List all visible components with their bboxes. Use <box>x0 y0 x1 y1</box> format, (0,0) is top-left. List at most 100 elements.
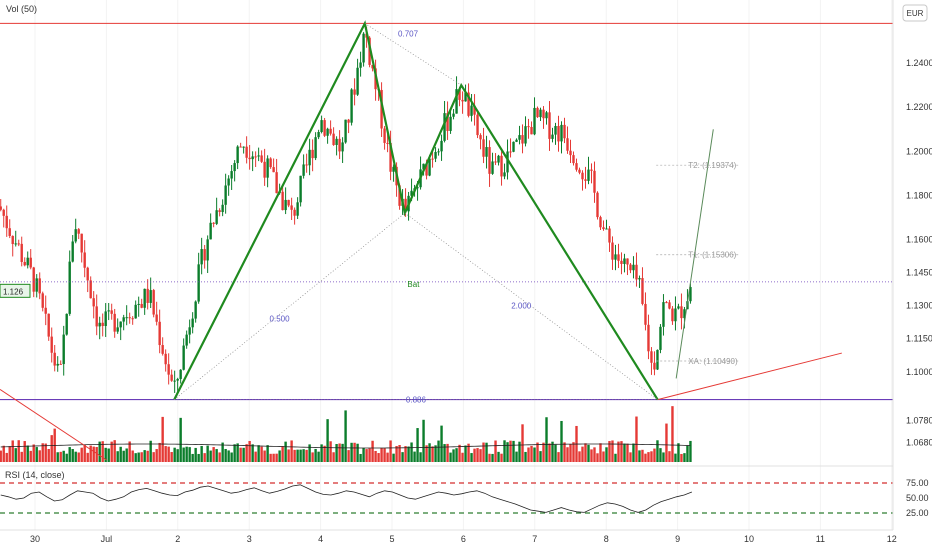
candle-body[interactable] <box>515 139 518 142</box>
candle-body[interactable] <box>638 278 641 280</box>
candle-body[interactable] <box>335 138 338 145</box>
candle-body[interactable] <box>371 64 374 69</box>
candle-body[interactable] <box>299 175 302 203</box>
candle-body[interactable] <box>602 227 605 230</box>
candle-body[interactable] <box>440 140 443 152</box>
candle-body[interactable] <box>173 380 176 382</box>
candle-body[interactable] <box>473 105 476 115</box>
candle-body[interactable] <box>632 264 635 271</box>
candle-body[interactable] <box>251 156 254 160</box>
candle-body[interactable] <box>86 267 89 281</box>
candle-body[interactable] <box>287 199 290 206</box>
candle-body[interactable] <box>677 306 680 309</box>
candle-body[interactable] <box>83 252 86 268</box>
candle-body[interactable] <box>242 146 245 148</box>
candle-body[interactable] <box>2 209 5 216</box>
candle-body[interactable] <box>269 158 272 168</box>
candle-body[interactable] <box>683 309 686 319</box>
candle-body[interactable] <box>74 229 77 242</box>
candle-body[interactable] <box>104 311 107 327</box>
candle-body[interactable] <box>350 89 353 123</box>
candle-body[interactable] <box>494 161 497 163</box>
candle-body[interactable] <box>281 191 284 211</box>
candle-body[interactable] <box>68 261 71 314</box>
candle-body[interactable] <box>200 249 203 265</box>
candle-body[interactable] <box>155 314 158 322</box>
candle-body[interactable] <box>353 89 356 95</box>
candle-body[interactable] <box>503 172 506 177</box>
candle-body[interactable] <box>614 254 617 260</box>
candle-body[interactable] <box>146 288 149 303</box>
candle-body[interactable] <box>140 303 143 308</box>
candle-body[interactable] <box>671 308 674 322</box>
candle-body[interactable] <box>590 169 593 171</box>
candle-body[interactable] <box>344 119 347 143</box>
candle-body[interactable] <box>536 107 539 118</box>
candle-body[interactable] <box>398 185 401 206</box>
candle-body[interactable] <box>593 170 596 193</box>
candle-body[interactable] <box>467 92 470 116</box>
candle-body[interactable] <box>266 158 269 178</box>
candle-body[interactable] <box>317 132 320 138</box>
candle-body[interactable] <box>452 113 455 117</box>
candle-body[interactable] <box>569 150 572 156</box>
candle-body[interactable] <box>323 120 326 136</box>
candle-body[interactable] <box>89 280 92 299</box>
candle-body[interactable] <box>674 308 677 322</box>
candle-body[interactable] <box>506 151 509 173</box>
candle-body[interactable] <box>425 163 428 176</box>
candle-body[interactable] <box>596 192 599 218</box>
candle-body[interactable] <box>215 210 218 224</box>
candle-body[interactable] <box>659 326 662 350</box>
candle-body[interactable] <box>239 146 242 148</box>
candle-body[interactable] <box>650 351 653 363</box>
harmonic-pattern[interactable]: 0.500 0.707 2.000 0.886 Bat T2: (1.19374) T1: … <box>173 20 739 405</box>
candle-body[interactable] <box>0 206 2 210</box>
candle-body[interactable] <box>617 254 620 261</box>
candle-body[interactable] <box>689 287 692 302</box>
candle-body[interactable] <box>533 107 536 135</box>
candle-body[interactable] <box>101 322 104 327</box>
candle-body[interactable] <box>653 362 656 370</box>
candle-body[interactable] <box>551 134 554 139</box>
candle-body[interactable] <box>134 304 137 319</box>
candle-body[interactable] <box>443 113 446 141</box>
candle-body[interactable] <box>59 363 62 365</box>
candle-body[interactable] <box>275 172 278 194</box>
candle-body[interactable] <box>311 149 314 159</box>
candle-body[interactable] <box>542 109 545 119</box>
candle-body[interactable] <box>332 133 335 145</box>
candle-body[interactable] <box>122 317 125 322</box>
candle-body[interactable] <box>182 345 185 370</box>
candle-body[interactable] <box>197 264 200 302</box>
candle-body[interactable] <box>635 264 638 280</box>
candle-body[interactable] <box>668 302 671 309</box>
candle-body[interactable] <box>500 155 503 177</box>
price-axis[interactable]: 1.2400 1.2200 1.2000 1.1800 1.1600 1.1450 1.13… <box>892 0 932 530</box>
candle-body[interactable] <box>341 142 344 152</box>
candle-body[interactable] <box>557 126 560 142</box>
candle-body[interactable] <box>272 167 275 173</box>
candle-body[interactable] <box>176 378 179 381</box>
candle-body[interactable] <box>302 164 305 176</box>
candle-body[interactable] <box>293 209 296 216</box>
candle-body[interactable] <box>17 243 20 245</box>
candle-body[interactable] <box>116 327 119 332</box>
candle-body[interactable] <box>62 334 65 365</box>
candle-body[interactable] <box>296 202 299 216</box>
candle-body[interactable] <box>170 374 173 381</box>
candle-body[interactable] <box>587 169 590 181</box>
candle-body[interactable] <box>314 137 317 159</box>
candle-body[interactable] <box>563 124 566 139</box>
candle-body[interactable] <box>470 105 473 116</box>
candle-body[interactable] <box>605 228 608 230</box>
candle-body[interactable] <box>662 302 665 327</box>
candle-body[interactable] <box>218 210 221 213</box>
candle-body[interactable] <box>338 138 341 152</box>
candle-body[interactable] <box>527 126 530 128</box>
candle-body[interactable] <box>548 112 551 139</box>
candle-body[interactable] <box>368 37 371 65</box>
candle-body[interactable] <box>41 293 44 308</box>
candle-body[interactable] <box>77 229 80 234</box>
candle-body[interactable] <box>47 313 50 337</box>
